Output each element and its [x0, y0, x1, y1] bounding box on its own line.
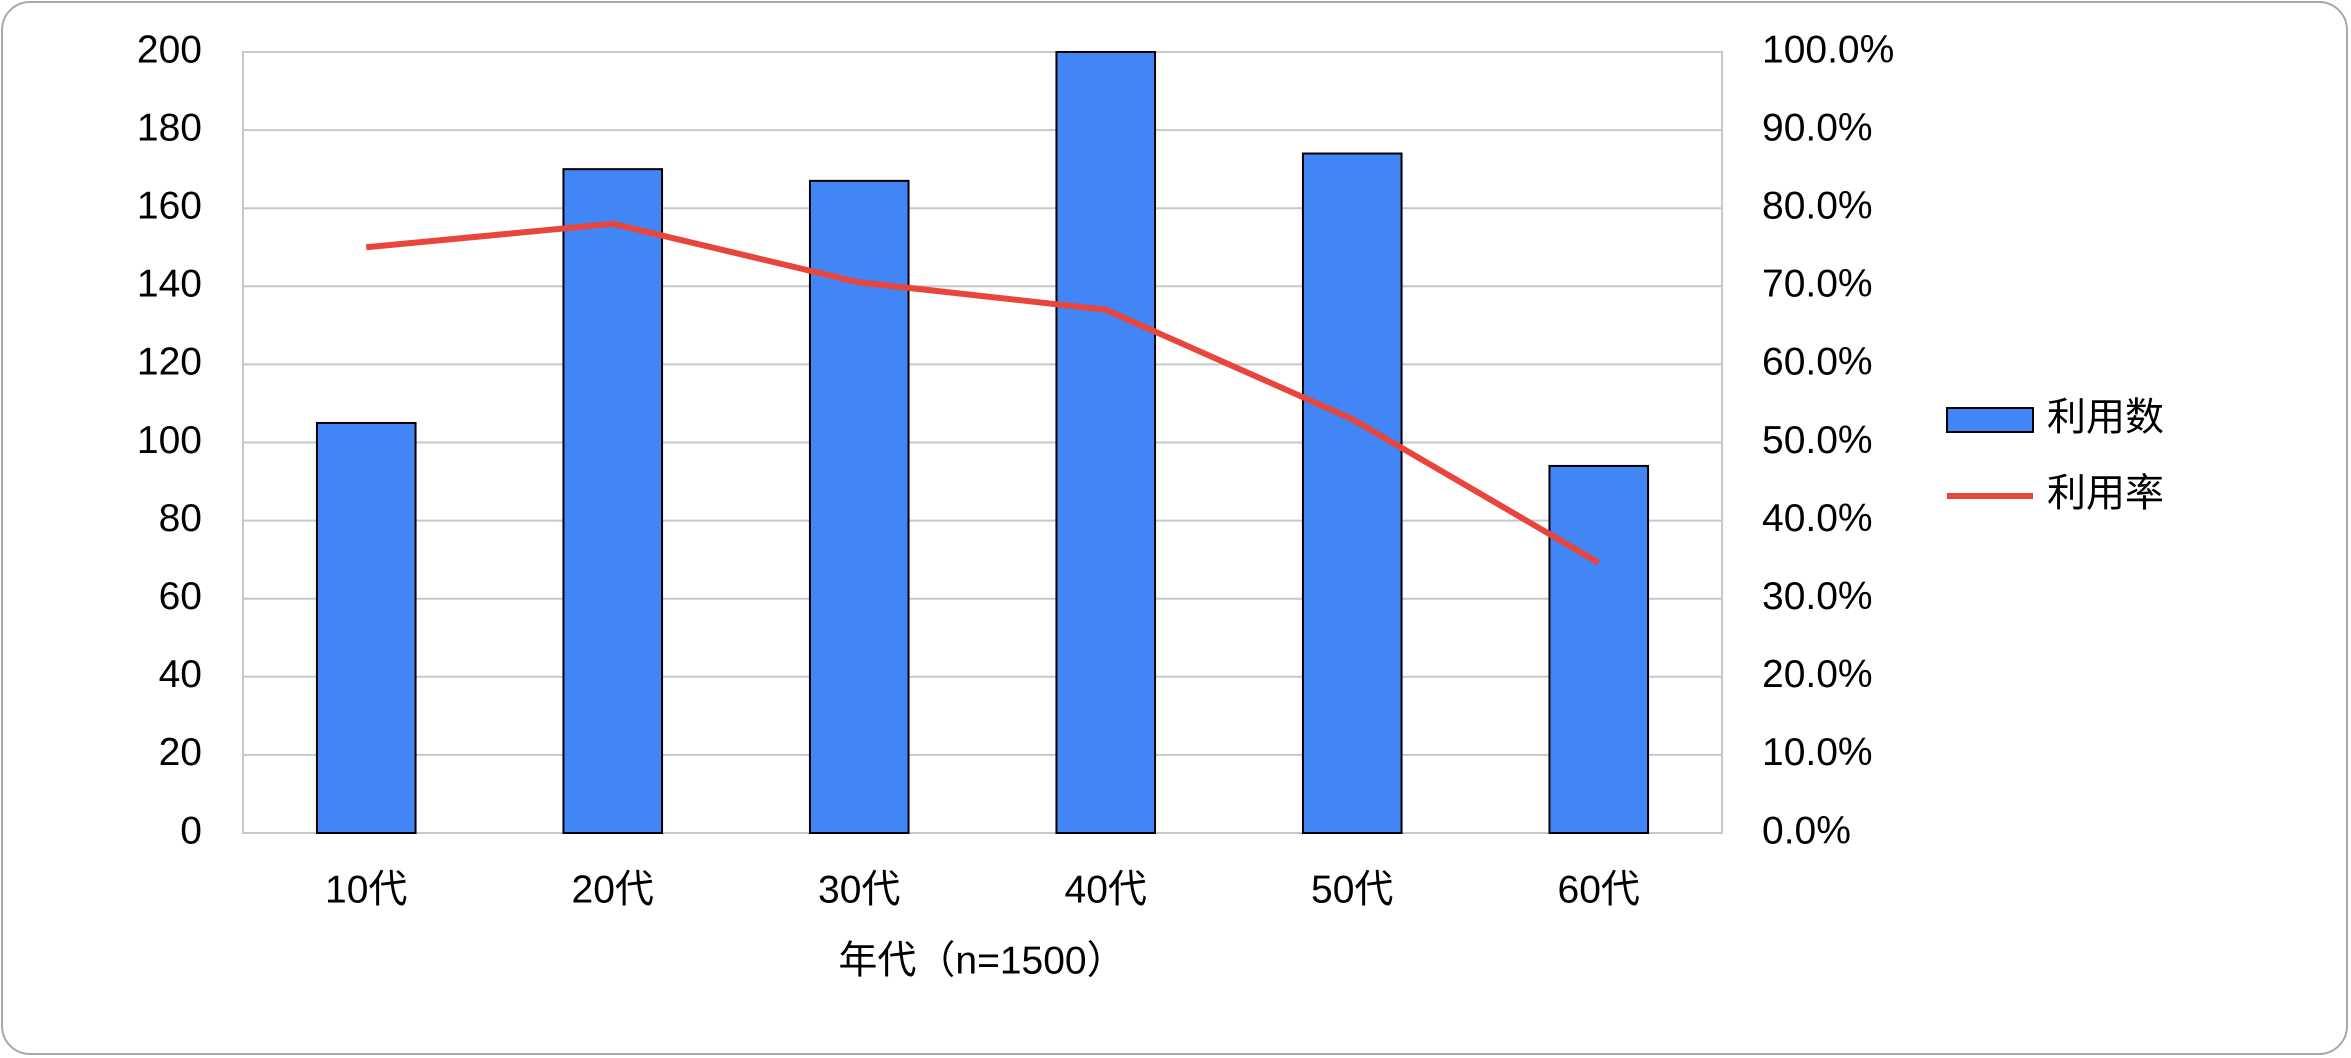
- legend-label: 利用率: [2047, 472, 2164, 515]
- plot-border: [242, 51, 1723, 834]
- legend-swatch: [1946, 407, 2034, 433]
- bar: [1301, 152, 1403, 834]
- bar: [315, 421, 417, 834]
- x-tick-label: 30代: [818, 868, 900, 911]
- x-tick-label: 40代: [1065, 868, 1147, 911]
- y2-tick-label: 0.0%: [1762, 809, 1851, 852]
- y2-tick-label: 40.0%: [1762, 497, 1873, 540]
- y-tick-label: 140: [137, 263, 202, 306]
- y-tick-label: 60: [159, 575, 202, 618]
- y2-tick-label: 70.0%: [1762, 263, 1873, 306]
- bar: [808, 179, 910, 835]
- y-tick-label: 160: [137, 184, 202, 227]
- y-tick-label: 0: [180, 809, 202, 852]
- y2-tick-label: 100.0%: [1762, 28, 1894, 71]
- y2-tick-label: 50.0%: [1762, 419, 1873, 462]
- y2-tick-label: 60.0%: [1762, 341, 1873, 384]
- bar: [562, 168, 664, 834]
- line: [365, 220, 1601, 566]
- x-tick-label: 10代: [325, 868, 407, 911]
- y-tick-label: 120: [137, 341, 202, 384]
- y2-tick-label: 80.0%: [1762, 184, 1873, 227]
- bar: [1548, 464, 1650, 834]
- x-tick-label: 50代: [1311, 868, 1393, 911]
- y-tick-label: 180: [137, 106, 202, 149]
- y2-tick-label: 10.0%: [1762, 731, 1873, 774]
- y2-tick-label: 90.0%: [1762, 106, 1873, 149]
- legend-label: 利用数: [2047, 396, 2164, 439]
- y2-tick-label: 30.0%: [1762, 575, 1873, 618]
- x-tick-label: 60代: [1558, 868, 1640, 911]
- x-tick-label: 20代: [572, 868, 654, 911]
- x-axis-title: 年代（n=1500）: [838, 939, 1125, 982]
- y-tick-label: 80: [159, 497, 202, 540]
- y-tick-label: 100: [137, 419, 202, 462]
- y-tick-label: 200: [137, 28, 202, 71]
- y-tick-label: 20: [159, 731, 202, 774]
- y2-tick-label: 20.0%: [1762, 653, 1873, 696]
- y-tick-label: 40: [159, 653, 202, 696]
- bar: [1055, 51, 1157, 834]
